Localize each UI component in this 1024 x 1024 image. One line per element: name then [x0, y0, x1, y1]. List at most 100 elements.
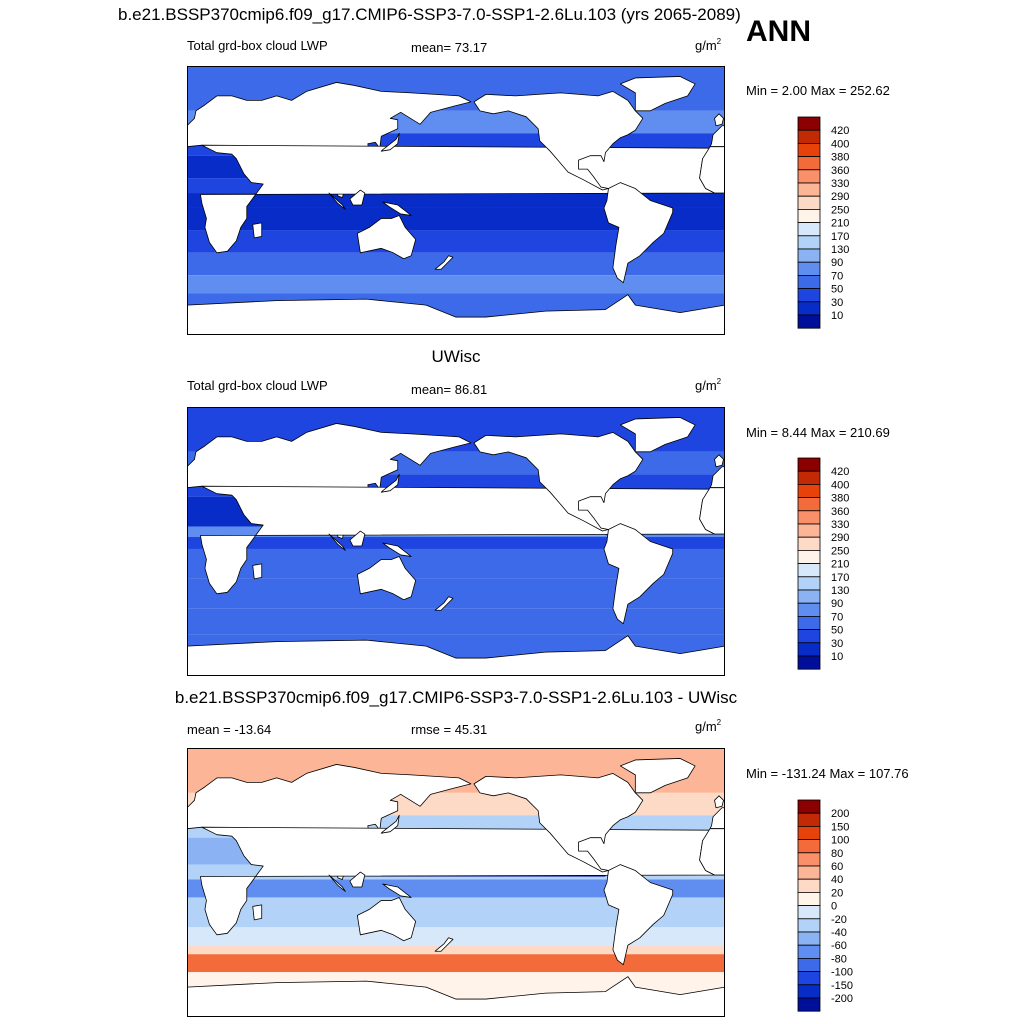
- panel1-colorbar-tick-label: 130: [831, 244, 849, 256]
- panel2-land-australia: [356, 556, 417, 601]
- panel1-colorbar: 420 400 380 360 330 290 250 210 170 130 90 70 50 30 10: [797, 116, 878, 330]
- panel3-colorbar-box: [797, 892, 821, 907]
- panel3-colorbar-tick-label: 40: [831, 874, 843, 886]
- panel2-colorbar-tick-label: 420: [831, 466, 849, 478]
- panel2-colorbar-tick-label: 210: [831, 559, 849, 571]
- panel1-field-band: [187, 193, 725, 208]
- panel1-colorbar-tick-label: 420: [831, 125, 849, 137]
- panel3-colorbar-tick-label: -150: [831, 980, 853, 992]
- panel3-colorbar-box: [797, 865, 821, 880]
- panel3-colorbar-box: [797, 971, 821, 986]
- panel3-colorbar-tick-label: -60: [831, 940, 847, 952]
- panel1-colorbar-tick-label: 250: [831, 204, 849, 216]
- panel2-map-frame: [187, 407, 725, 676]
- panel2-colorbar-box: [797, 576, 821, 591]
- panel3-colorbar-box: [797, 944, 821, 959]
- panel2-colorbar-tick-label: 130: [831, 585, 849, 597]
- panel1-colorbar-box: [797, 314, 821, 329]
- panel1-land-borneo: [349, 189, 366, 206]
- panel3-colorbar-box: [797, 905, 821, 920]
- panel2-field-band: [187, 537, 725, 549]
- panel3-land-africa_w: [699, 828, 725, 876]
- panel2-colorbar-box: [797, 589, 821, 604]
- panel2-colorbar-tick-label: 50: [831, 625, 843, 637]
- panel2-colorbar-tick-label: 380: [831, 493, 849, 505]
- panel1-colorbar-box: [797, 195, 821, 210]
- panel2-colorbar-box: [797, 629, 821, 644]
- panel3-colorbar-tick-label: -40: [831, 927, 847, 939]
- panel1-unit-label: g/m2: [695, 37, 722, 53]
- panel3-field-band: [187, 945, 725, 955]
- panel2-unit-label: g/m2: [695, 377, 722, 393]
- panel2-colorbar-tick-label: 290: [831, 532, 849, 544]
- panel2-colorbar-tick-label: 400: [831, 479, 849, 491]
- panel1-colorbar-box: [797, 156, 821, 171]
- panel3-colorbar-tick-label: -20: [831, 914, 847, 926]
- panel3-colorbar-box: [797, 957, 821, 972]
- panel3-title: b.e21.BSSP370cmip6.f09_g17.CMIP6-SSP3-7.…: [174, 688, 738, 707]
- panel1-colorbar-box: [797, 235, 821, 250]
- panel2-colorbar-box: [797, 655, 821, 670]
- panel2-colorbar-tick-label: 330: [831, 519, 849, 531]
- panel2-colorbar-tick-label: 250: [831, 545, 849, 557]
- panel3-colorbar-box: [797, 997, 821, 1012]
- figure-title: b.e21.BSSP370cmip6.f09_g17.CMIP6-SSP3-7.…: [118, 5, 741, 24]
- panel2-land-japan: [380, 473, 400, 493]
- panel2-minmax-label: Min = 8.44 Max = 210.69: [746, 425, 890, 440]
- panel2-field-band: [187, 608, 725, 635]
- panel3-colorbar-box: [797, 812, 821, 827]
- panel2-colorbar-box: [797, 550, 821, 565]
- panel1-colorbar-box: [797, 209, 821, 224]
- panel3-colorbar-tick-label: 80: [831, 848, 843, 860]
- panel3-land-japan: [380, 814, 400, 834]
- panel1-mean-label: mean= 73.17: [411, 40, 488, 55]
- panel1-colorbar-box: [797, 261, 821, 276]
- panel3-colorbar-tick-label: 60: [831, 861, 843, 873]
- panel3-colorbar-box: [797, 931, 821, 946]
- panel3-colorbar-box: [797, 918, 821, 933]
- panel1-colorbar-tick-label: 290: [831, 191, 849, 203]
- panel1-colorbar-box: [797, 116, 821, 131]
- panel3-mean-label: mean = -13.64: [187, 722, 272, 737]
- panel2-variable-label: Total grd-box cloud LWP: [187, 378, 328, 393]
- panel2-land-samerica: [603, 523, 674, 625]
- panel3-land-samerica: [603, 864, 674, 966]
- panel3-colorbar-tick-label: 100: [831, 835, 849, 847]
- panel2-land-borneo: [349, 530, 366, 547]
- panel3-land-nz: [434, 937, 454, 952]
- panel1-land-namerica: [473, 91, 644, 191]
- panel1-land-japan: [380, 132, 400, 152]
- panel2-land-newguinea: [382, 542, 412, 557]
- panel1-map-svg: [187, 66, 725, 335]
- panel2-land-sumatra: [328, 533, 346, 551]
- panel1-colorbar-tick-label: 70: [831, 270, 843, 282]
- panel2-colorbar-box: [797, 602, 821, 617]
- panel1-land-samerica: [603, 182, 674, 284]
- panel2-colorbar-tick-label: 70: [831, 611, 843, 623]
- panel3-land-uk: [714, 795, 724, 809]
- panel2-land-greenland: [619, 417, 696, 453]
- panel1-land-africa_w: [699, 146, 725, 194]
- panel2-colorbar-box: [797, 470, 821, 485]
- panel2-colorbar-tick-label: 90: [831, 598, 843, 610]
- panel1-colorbar-tick-label: 210: [831, 218, 849, 230]
- panel2-colorbar-box: [797, 457, 821, 472]
- panel1-land-madagascar: [252, 222, 263, 239]
- panel2-land-africa_w: [699, 487, 725, 535]
- panel3-map: [187, 748, 725, 1017]
- panel3-unit-label: g/m2: [695, 718, 722, 734]
- panel2-mean-label: mean= 86.81: [411, 382, 488, 397]
- panel3-land-borneo: [349, 871, 366, 888]
- panel2-colorbar-box: [797, 642, 821, 657]
- panel2-colorbar: 420 400 380 360 330 290 250 210 170 130 90 70 50 30 10: [797, 457, 878, 671]
- panel3-colorbar-box: [797, 852, 821, 867]
- panel1-colorbar-box: [797, 288, 821, 303]
- panel3-colorbar-tick-label: 20: [831, 887, 843, 899]
- panel1-colorbar-tick-label: 330: [831, 178, 849, 190]
- panel1-land-nz: [434, 255, 454, 270]
- panel1-map-frame: [187, 66, 725, 335]
- panel3-colorbar-box: [797, 799, 821, 814]
- panel1-colorbar-tick-label: 50: [831, 284, 843, 296]
- panel3-land-newguinea: [382, 883, 412, 898]
